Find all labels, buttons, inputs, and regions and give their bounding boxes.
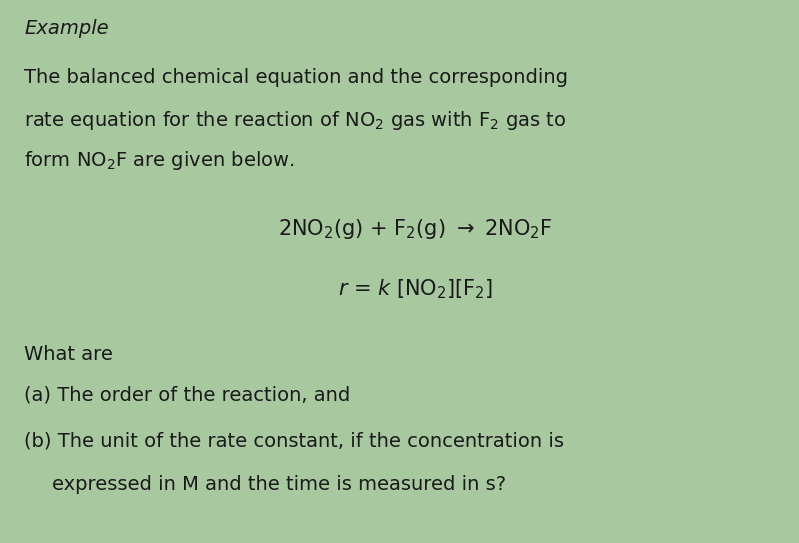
Text: (b) The unit of the rate constant, if the concentration is: (b) The unit of the rate constant, if th…: [24, 432, 564, 451]
Text: Example: Example: [24, 19, 109, 38]
Text: rate equation for the reaction of NO$_2$ gas with F$_2$ gas to: rate equation for the reaction of NO$_2$…: [24, 109, 566, 131]
Text: (a) The order of the reaction, and: (a) The order of the reaction, and: [24, 386, 350, 405]
Text: 2NO$_2$(g) + F$_2$(g) $\rightarrow$ 2NO$_2$F: 2NO$_2$(g) + F$_2$(g) $\rightarrow$ 2NO$…: [278, 217, 553, 241]
Text: form NO$_2$F are given below.: form NO$_2$F are given below.: [24, 149, 295, 172]
Text: expressed in M and the time is measured in s?: expressed in M and the time is measured …: [52, 475, 506, 494]
Text: $r$ = $k$ [NO$_2$][F$_2$]: $r$ = $k$ [NO$_2$][F$_2$]: [338, 277, 493, 300]
Text: What are: What are: [24, 345, 113, 364]
Text: The balanced chemical equation and the corresponding: The balanced chemical equation and the c…: [24, 68, 568, 87]
